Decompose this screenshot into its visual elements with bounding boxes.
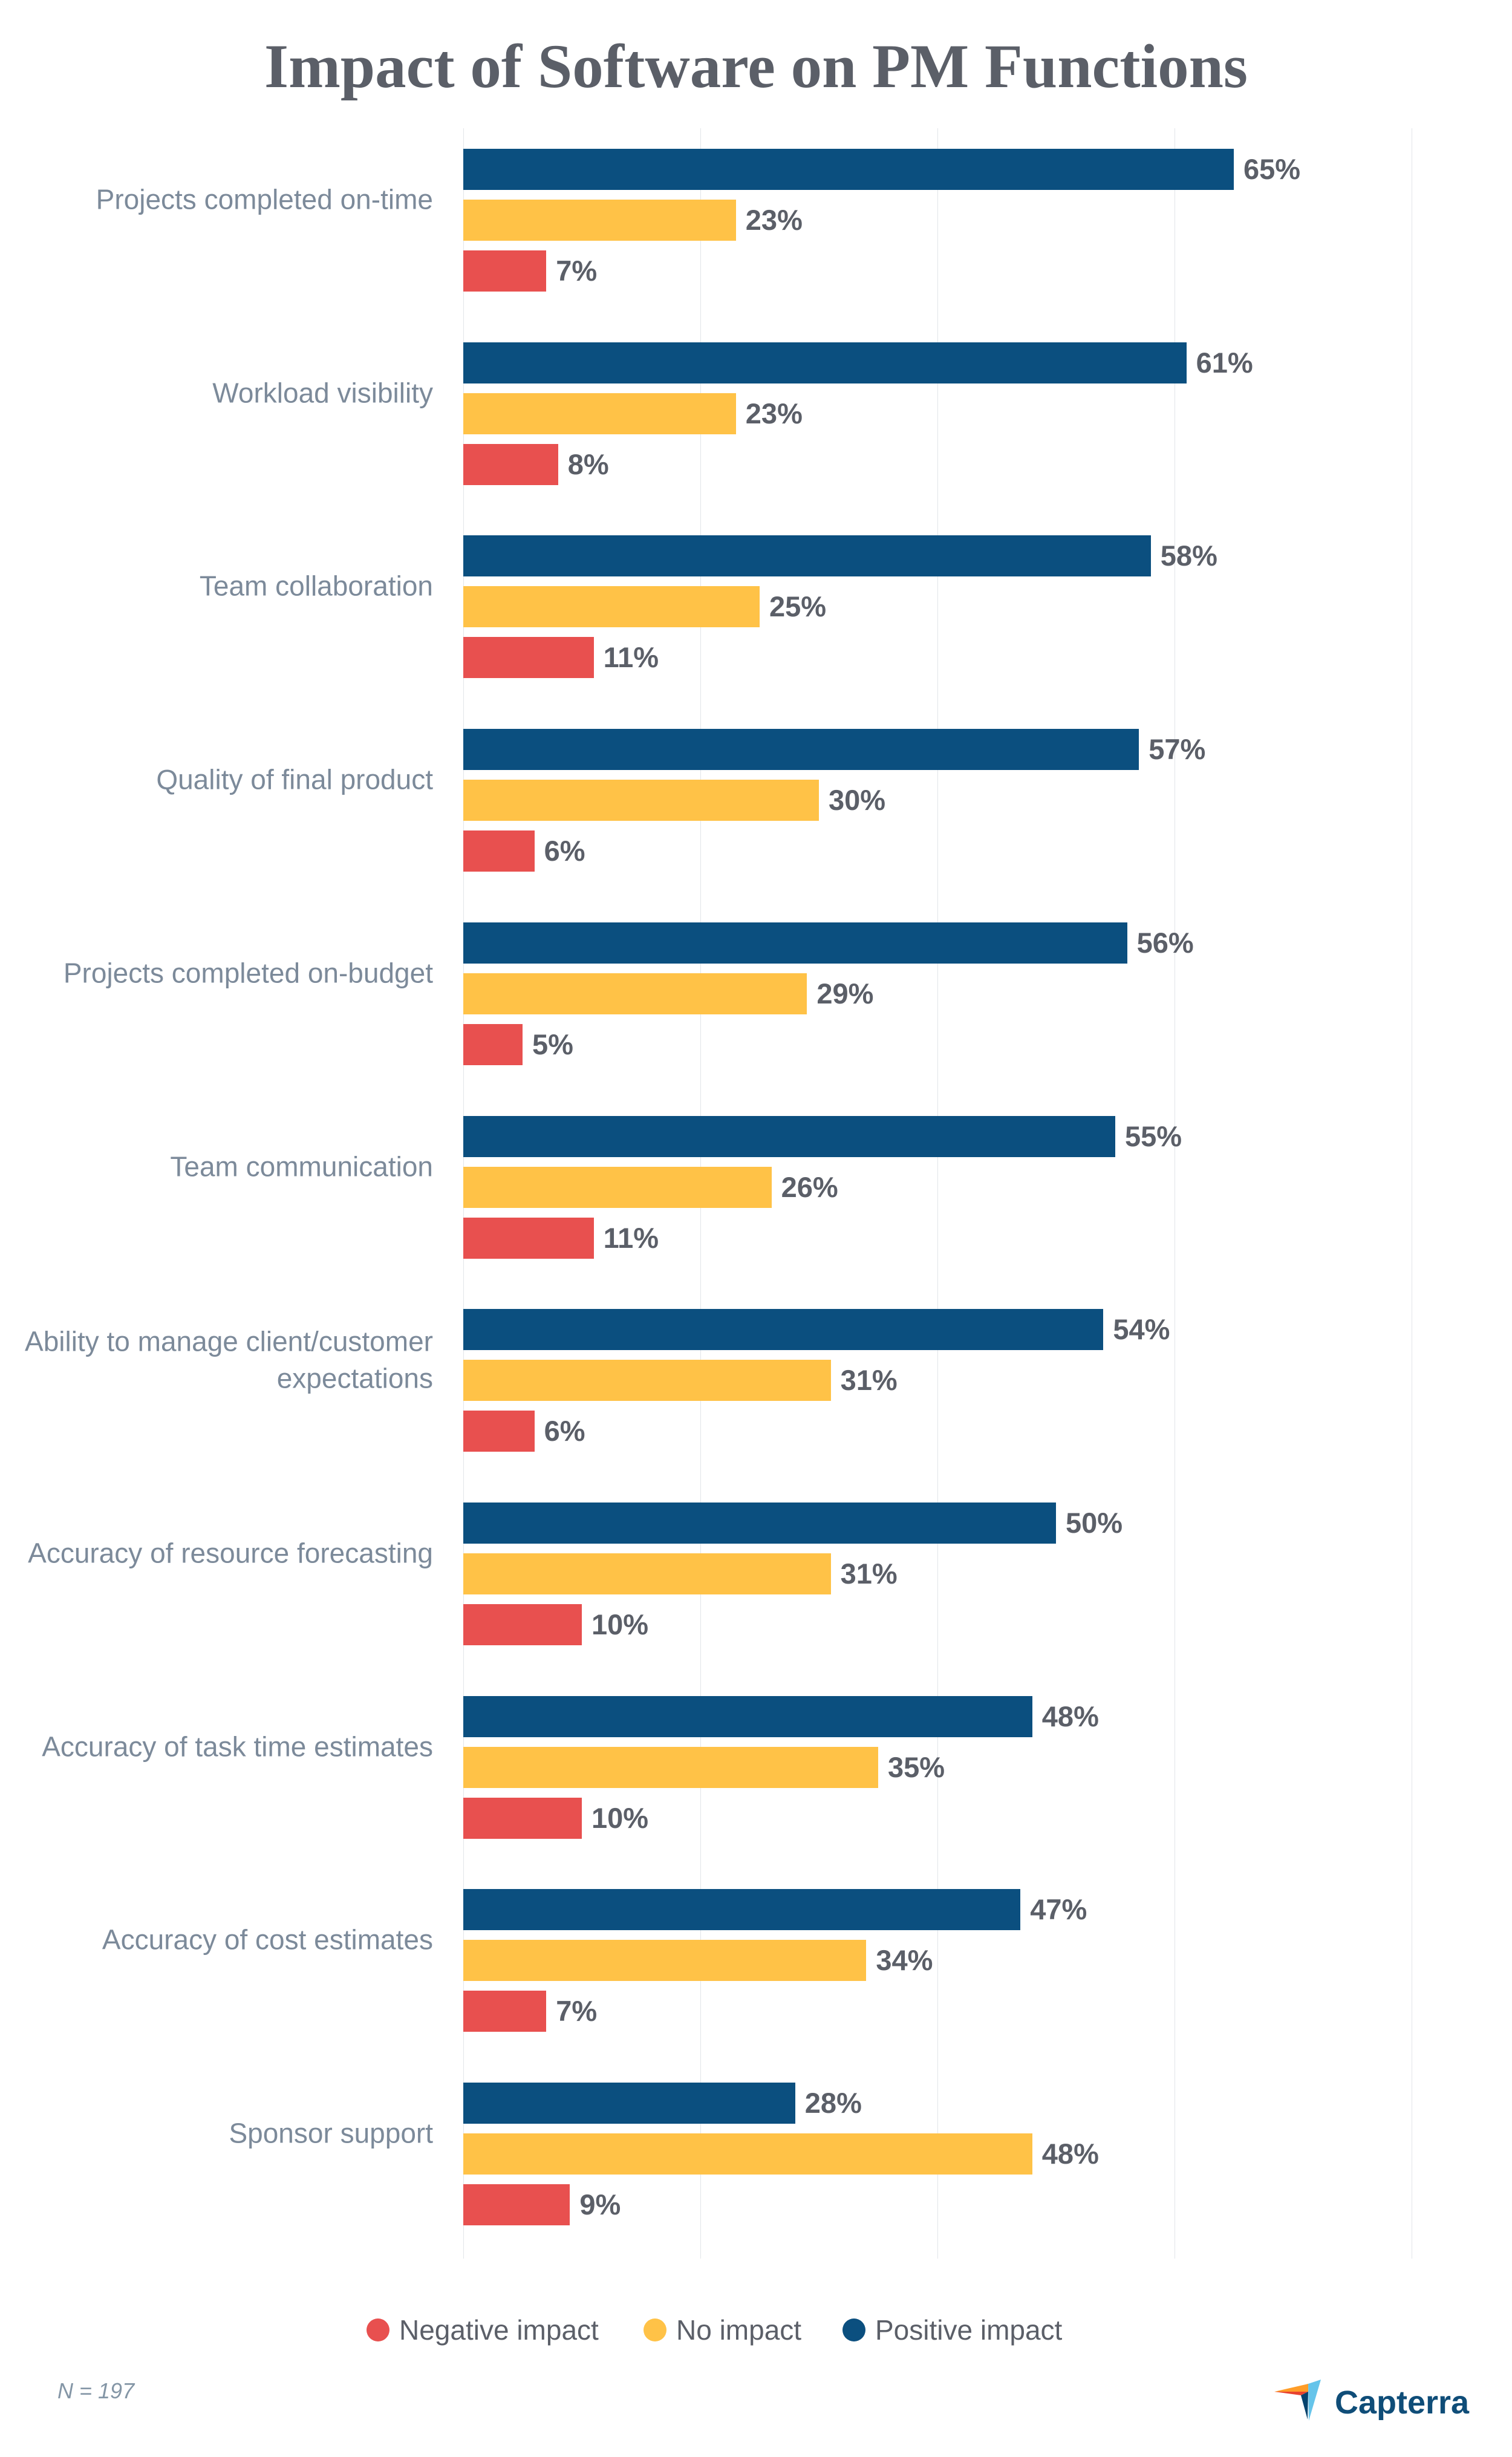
svg-text:Capterra: Capterra [1335, 2384, 1470, 2421]
